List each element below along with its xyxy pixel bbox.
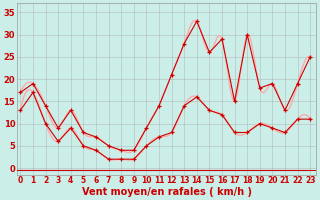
X-axis label: Vent moyen/en rafales ( km/h ): Vent moyen/en rafales ( km/h ) (82, 187, 252, 197)
